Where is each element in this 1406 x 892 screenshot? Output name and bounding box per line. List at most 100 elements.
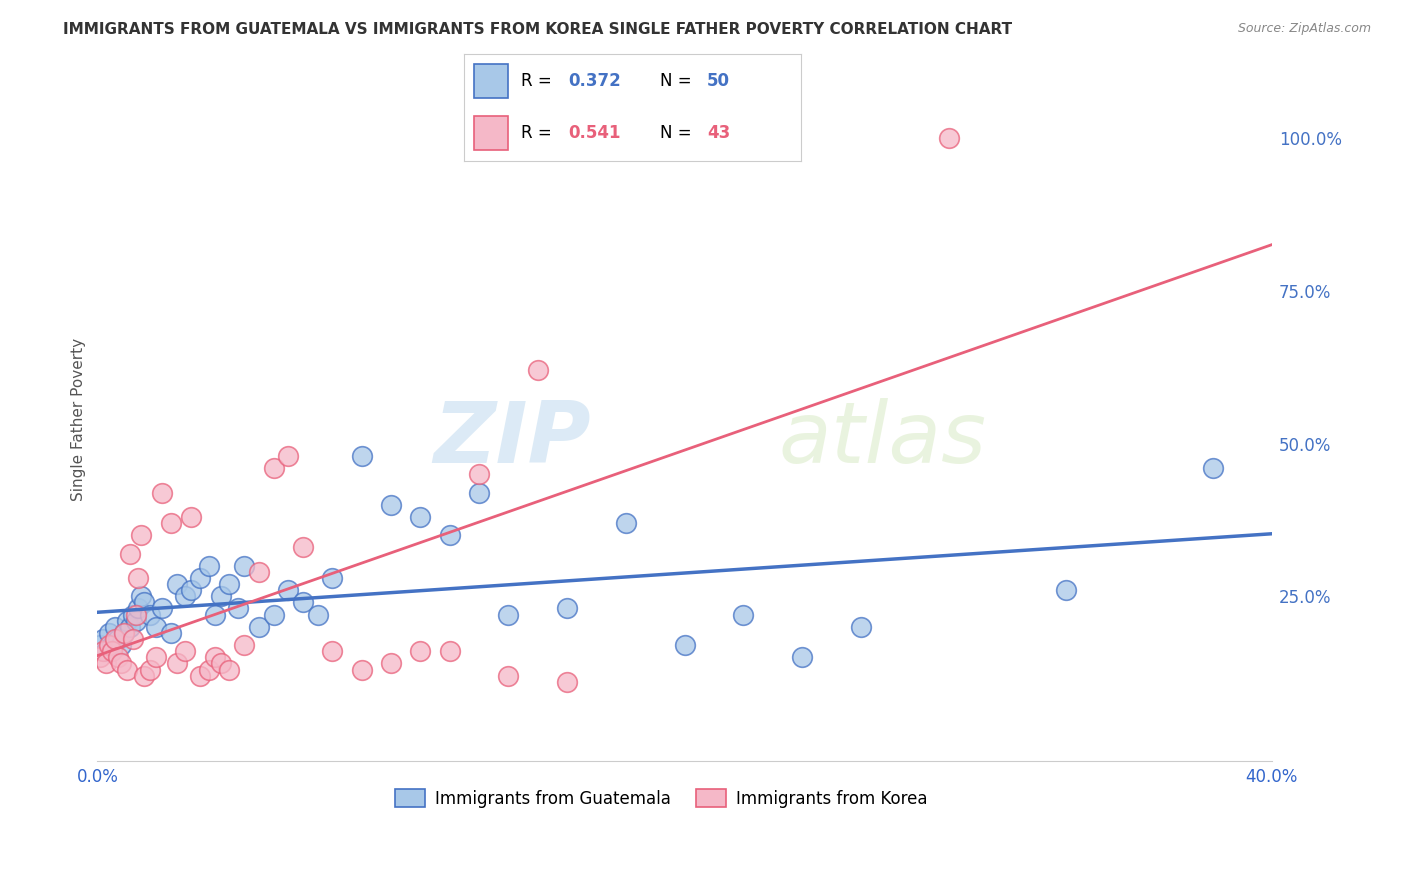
Point — [127, 601, 149, 615]
Point — [209, 657, 232, 671]
Point — [134, 668, 156, 682]
Point — [350, 663, 373, 677]
Point — [247, 620, 270, 634]
Point — [118, 547, 141, 561]
Point — [124, 614, 146, 628]
Point — [131, 589, 153, 603]
Text: R =: R = — [522, 72, 557, 90]
Point — [107, 650, 129, 665]
Text: 0.541: 0.541 — [568, 124, 621, 142]
Text: N =: N = — [659, 124, 696, 142]
FancyBboxPatch shape — [474, 116, 508, 150]
Text: 0.372: 0.372 — [568, 72, 621, 90]
Point — [498, 668, 520, 682]
Point — [91, 632, 114, 646]
Point — [555, 674, 578, 689]
Point — [104, 620, 127, 634]
Point — [110, 657, 132, 671]
Point — [104, 632, 127, 646]
Text: N =: N = — [659, 72, 696, 90]
Point — [118, 620, 141, 634]
Point — [134, 595, 156, 609]
Point — [209, 589, 232, 603]
Point — [89, 638, 111, 652]
Point — [468, 485, 491, 500]
Point — [115, 663, 138, 677]
Point — [380, 498, 402, 512]
Point — [180, 510, 202, 524]
Point — [101, 644, 124, 658]
Point — [139, 663, 162, 677]
Point — [409, 510, 432, 524]
Point — [166, 657, 188, 671]
Text: atlas: atlas — [779, 398, 987, 482]
Point — [321, 644, 343, 658]
Point — [112, 626, 135, 640]
Point — [247, 565, 270, 579]
Point — [790, 650, 813, 665]
Point — [263, 607, 285, 622]
Point — [439, 644, 461, 658]
Y-axis label: Single Father Poverty: Single Father Poverty — [72, 338, 86, 500]
Legend: Immigrants from Guatemala, Immigrants from Korea: Immigrants from Guatemala, Immigrants fr… — [388, 783, 934, 814]
Point — [145, 620, 167, 634]
Point — [174, 589, 197, 603]
Point — [673, 638, 696, 652]
Text: 43: 43 — [707, 124, 730, 142]
Point — [1202, 461, 1225, 475]
Point — [131, 528, 153, 542]
Point — [498, 607, 520, 622]
Point — [526, 363, 548, 377]
Point — [112, 626, 135, 640]
Point — [198, 558, 221, 573]
Text: R =: R = — [522, 124, 557, 142]
Point — [98, 638, 121, 652]
Point — [204, 650, 226, 665]
Point — [188, 668, 211, 682]
Text: ZIP: ZIP — [433, 398, 591, 482]
Point — [350, 449, 373, 463]
Point — [145, 650, 167, 665]
Point — [127, 571, 149, 585]
Point — [174, 644, 197, 658]
Point — [263, 461, 285, 475]
Point — [409, 644, 432, 658]
Point — [307, 607, 329, 622]
Point — [614, 516, 637, 530]
Point — [121, 632, 143, 646]
Point — [380, 657, 402, 671]
Point — [98, 626, 121, 640]
Point — [277, 583, 299, 598]
Point — [439, 528, 461, 542]
Point — [159, 516, 181, 530]
Point — [115, 614, 138, 628]
Point — [124, 607, 146, 622]
Point — [139, 607, 162, 622]
Point — [101, 638, 124, 652]
Point — [233, 558, 256, 573]
Point — [121, 607, 143, 622]
Point — [233, 638, 256, 652]
Point — [150, 601, 173, 615]
Text: 50: 50 — [707, 72, 730, 90]
Point — [198, 663, 221, 677]
Point — [107, 632, 129, 646]
Point — [96, 644, 118, 658]
Point — [96, 657, 118, 671]
Point — [849, 620, 872, 634]
Point — [188, 571, 211, 585]
Point — [110, 638, 132, 652]
Point — [555, 601, 578, 615]
Text: Source: ZipAtlas.com: Source: ZipAtlas.com — [1237, 22, 1371, 36]
Point — [218, 577, 240, 591]
Point — [291, 541, 314, 555]
Point — [733, 607, 755, 622]
Point — [166, 577, 188, 591]
Point — [89, 650, 111, 665]
Point — [226, 601, 249, 615]
Point — [150, 485, 173, 500]
Point — [180, 583, 202, 598]
Point — [468, 467, 491, 482]
FancyBboxPatch shape — [474, 64, 508, 98]
Point — [321, 571, 343, 585]
